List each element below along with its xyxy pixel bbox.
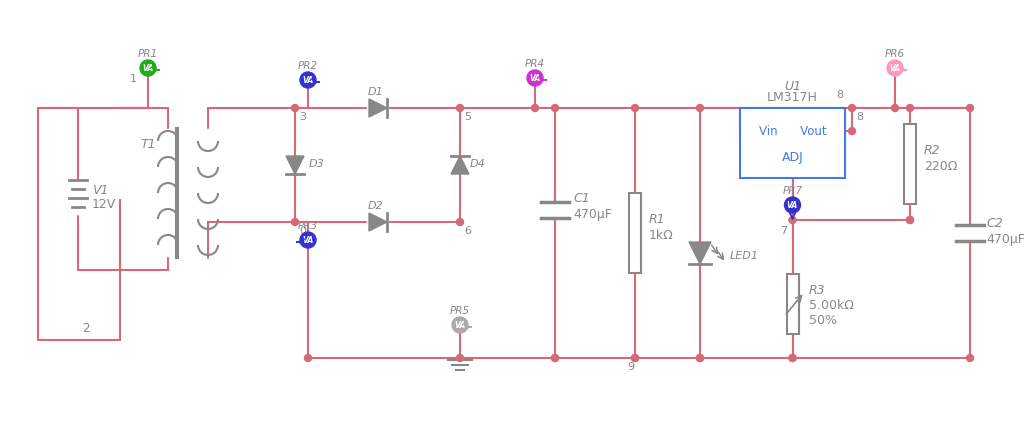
Text: V1: V1 (92, 184, 109, 198)
Text: D2: D2 (368, 201, 384, 211)
Circle shape (552, 354, 558, 362)
Circle shape (906, 217, 913, 223)
Text: D4: D4 (470, 159, 485, 169)
Text: 8: 8 (856, 112, 863, 122)
Text: VA: VA (786, 201, 798, 210)
Circle shape (696, 104, 703, 112)
Text: VA: VA (890, 64, 901, 73)
Circle shape (696, 354, 703, 362)
Polygon shape (369, 213, 387, 231)
Circle shape (140, 60, 156, 76)
Text: 1: 1 (130, 74, 137, 84)
Text: PR4: PR4 (525, 59, 545, 69)
Circle shape (892, 104, 898, 112)
Text: C2: C2 (986, 217, 1002, 230)
Circle shape (967, 104, 974, 112)
Text: C1: C1 (573, 192, 590, 205)
Text: 8: 8 (836, 90, 843, 100)
Circle shape (632, 354, 639, 362)
Text: 3: 3 (299, 112, 306, 122)
Text: LM317H: LM317H (767, 91, 818, 104)
Circle shape (906, 217, 913, 223)
Circle shape (632, 104, 639, 112)
Text: PR2: PR2 (298, 61, 318, 71)
Circle shape (292, 104, 299, 112)
Text: VA: VA (142, 64, 154, 73)
Text: R1: R1 (649, 213, 666, 226)
Circle shape (790, 354, 796, 362)
Text: PR5: PR5 (450, 306, 470, 316)
Text: 7: 7 (780, 226, 787, 236)
Circle shape (552, 354, 558, 362)
Bar (629, 193, 641, 273)
Bar (904, 124, 916, 204)
Text: VA: VA (455, 321, 466, 330)
Text: VA: VA (302, 236, 313, 245)
Text: R2: R2 (924, 144, 941, 157)
Text: 12V: 12V (92, 198, 117, 212)
Text: 50%: 50% (809, 314, 837, 327)
Polygon shape (689, 242, 711, 264)
Circle shape (457, 218, 464, 226)
Text: R3: R3 (809, 284, 825, 297)
Text: LED1: LED1 (730, 251, 759, 261)
Circle shape (457, 104, 464, 112)
Text: 5: 5 (464, 112, 471, 122)
Polygon shape (286, 156, 304, 174)
Text: D3: D3 (309, 159, 325, 169)
Polygon shape (451, 156, 469, 174)
Circle shape (300, 72, 316, 88)
FancyBboxPatch shape (740, 108, 845, 178)
Circle shape (527, 70, 543, 86)
Text: 0: 0 (299, 226, 306, 236)
Bar (786, 274, 799, 334)
Circle shape (552, 104, 558, 112)
Circle shape (906, 104, 913, 112)
Text: Vin      Vout: Vin Vout (759, 125, 826, 138)
Text: 470µF: 470µF (986, 233, 1024, 246)
Text: 9: 9 (627, 362, 634, 372)
Text: ADJ: ADJ (781, 151, 804, 164)
Text: 5.00kΩ: 5.00kΩ (809, 299, 853, 312)
Text: 2: 2 (82, 322, 89, 335)
Circle shape (887, 60, 903, 76)
Circle shape (967, 354, 974, 362)
Text: 6: 6 (464, 226, 471, 236)
Circle shape (849, 128, 855, 134)
Text: PR6: PR6 (885, 49, 905, 59)
Text: U1: U1 (784, 80, 801, 93)
Text: 470µF: 470µF (573, 208, 612, 221)
Circle shape (292, 218, 299, 226)
Text: 1kΩ: 1kΩ (649, 229, 674, 242)
Text: VA: VA (529, 74, 541, 83)
Text: T1: T1 (140, 138, 156, 151)
Text: PR7: PR7 (782, 186, 803, 196)
Circle shape (696, 354, 703, 362)
Polygon shape (369, 99, 387, 117)
Text: VA: VA (302, 76, 313, 85)
Circle shape (304, 354, 311, 362)
Text: PR3: PR3 (298, 221, 318, 231)
Circle shape (452, 317, 468, 333)
Circle shape (784, 197, 801, 213)
Circle shape (457, 354, 464, 362)
Text: PR1: PR1 (138, 49, 158, 59)
Circle shape (632, 354, 639, 362)
Text: D1: D1 (368, 87, 384, 97)
Circle shape (849, 104, 855, 112)
Circle shape (300, 232, 316, 248)
Circle shape (531, 104, 539, 112)
Circle shape (790, 217, 796, 223)
Circle shape (790, 354, 796, 362)
Text: 220Ω: 220Ω (924, 160, 957, 173)
